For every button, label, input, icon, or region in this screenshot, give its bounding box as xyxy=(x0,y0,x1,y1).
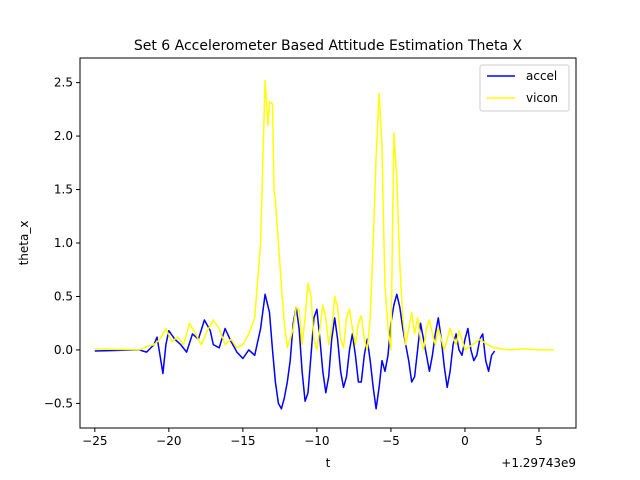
legend: accel vicon xyxy=(479,64,570,112)
y-tick-label: 1.5 xyxy=(54,183,73,197)
y-tick-label: −0.5 xyxy=(44,396,73,410)
x-tick-label: −20 xyxy=(156,434,181,448)
legend-label-accel: accel xyxy=(526,69,557,83)
y-axis-label: theta_x xyxy=(17,221,31,266)
legend-label-vicon: vicon xyxy=(526,91,558,105)
y-axis: −0.5 0.0 0.5 1.0 1.5 2.0 2.5 xyxy=(44,76,80,410)
x-tick-label: 5 xyxy=(535,434,543,448)
y-tick-label: 0.0 xyxy=(54,343,73,357)
plot-frame xyxy=(79,57,577,429)
x-axis-label: t xyxy=(326,456,331,470)
y-tick-label: 0.5 xyxy=(54,289,73,303)
x-tick-label: 0 xyxy=(461,434,469,448)
y-tick-label: 2.0 xyxy=(54,129,73,143)
x-tick-label: −15 xyxy=(230,434,255,448)
series-line-vicon xyxy=(94,79,554,351)
series-layer xyxy=(94,79,554,410)
x-axis-offset-label: +1.29743e9 xyxy=(501,456,576,470)
x-tick-label: −10 xyxy=(304,434,329,448)
y-tick-label: 1.0 xyxy=(54,236,73,250)
y-tick-label: 2.5 xyxy=(54,76,73,90)
x-tick-label: −25 xyxy=(82,434,107,448)
x-tick-label: −5 xyxy=(382,434,400,448)
series-line-accel xyxy=(94,293,496,410)
chart-title: Set 6 Accelerometer Based Attitude Estim… xyxy=(134,38,523,54)
plot-area xyxy=(79,57,577,429)
x-axis: −25 −20 −15 −10 −5 0 5 xyxy=(82,428,543,448)
